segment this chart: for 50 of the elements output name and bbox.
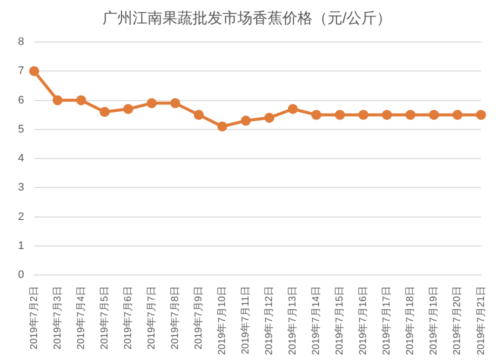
y-tick-label: 0: [18, 269, 24, 282]
point: [452, 110, 462, 120]
x-tick-label: 2019年7月15日: [334, 286, 346, 356]
x-tick-label: 2019年7月14日: [310, 286, 322, 356]
point: [382, 110, 392, 120]
point: [428, 110, 439, 120]
point: [334, 110, 345, 120]
point: [146, 98, 157, 108]
y-tick-label: 7: [18, 65, 24, 78]
y-tick-label: 5: [18, 123, 24, 136]
x-tick-label: 2019年7月19日: [428, 286, 440, 356]
point: [476, 110, 486, 120]
x-tick-label: 2019年7月17日: [380, 286, 393, 356]
x-tick-label: 2019年7月12日: [263, 286, 276, 356]
x-tick-label: 2019年7月9日: [192, 286, 205, 350]
x-tick-label: 2019年7月2日: [28, 286, 40, 350]
y-tick-label: 4: [18, 152, 24, 165]
x-tick-label: 2019年7月8日: [168, 286, 181, 350]
x-tick-label: 2019年7月5日: [98, 286, 110, 350]
point: [311, 110, 322, 120]
x-tick-label: 2019年7月18日: [404, 286, 416, 356]
x-tick-label: 2019年7月13日: [286, 286, 299, 356]
point: [123, 104, 134, 114]
point: [76, 95, 86, 106]
x-tick-label: 2019年7月11日: [240, 286, 252, 354]
point: [194, 110, 204, 120]
point: [264, 112, 274, 123]
point: [170, 98, 180, 108]
point: [100, 106, 110, 117]
y-tick-label: 2: [18, 210, 24, 223]
x-tick-label: 2019年7月21日: [474, 286, 487, 356]
y-tick-label: 6: [18, 94, 24, 106]
y-tick-label: 3: [18, 182, 24, 194]
point: [358, 110, 368, 120]
point: [29, 66, 40, 76]
x-tick-label: 2019年7月4日: [74, 286, 87, 350]
x-tick-label: 2019年7月7日: [145, 286, 158, 350]
point: [240, 116, 251, 126]
point: [217, 121, 228, 132]
point: [405, 110, 416, 120]
point: [288, 104, 298, 114]
chart-title: 广州江南果蔬批发市场香蕉价格（元/公斤）: [102, 10, 392, 28]
x-tick-label: 2019年7月10日: [216, 286, 228, 356]
x-tick-label: 2019年7月16日: [357, 286, 370, 356]
x-tick-label: 2019年7月3日: [51, 286, 64, 350]
y-tick-label: 1: [18, 240, 24, 252]
y-tick-label: 8: [18, 36, 24, 48]
point: [52, 95, 63, 106]
x-tick-label: 2019年7月20日: [451, 286, 464, 356]
x-tick-label: 2019年7月6日: [122, 286, 134, 350]
